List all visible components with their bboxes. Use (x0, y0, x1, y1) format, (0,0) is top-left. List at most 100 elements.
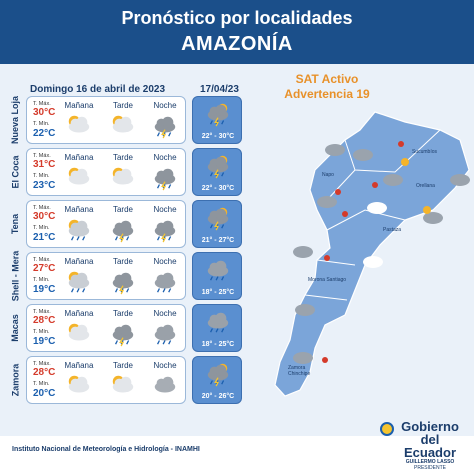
sun-cloud-icon (65, 165, 93, 191)
sun-cloud-icon (65, 373, 93, 399)
location-card: T. Máx. 27°C T. Mín. 19°C Mañana Tarde Noche (26, 252, 186, 300)
header-banner (0, 0, 474, 64)
storm-icon (109, 269, 137, 295)
map-sun-icon (423, 206, 431, 214)
max-label: T. Máx. (33, 257, 51, 263)
location-label: Shell - Mera (6, 250, 24, 302)
pin-icon (372, 182, 378, 188)
rain-icon (151, 321, 179, 347)
next-day-forecast: 21° - 27°C (192, 200, 242, 248)
temp-max: 31°C (33, 159, 56, 170)
map-cloud-icon (383, 174, 403, 186)
footer (0, 436, 474, 474)
location-label: El Coca (6, 148, 24, 196)
location-name: Zamora (10, 363, 21, 397)
column-header: Tarde (112, 101, 133, 110)
location-card: T. Máx. 31°C T. Mín. 23°C Mañana Tarde Noche (26, 148, 186, 196)
column-header: Mañana (64, 257, 94, 266)
map-label-morona-santiago: Morona Santiago (308, 277, 347, 283)
logo-line1: Gobierno (401, 419, 459, 434)
location-card: T. Máx. 28°C T. Mín. 19°C Mañana Tarde Noche (26, 304, 186, 352)
storm-icon (151, 113, 179, 139)
column-header: Noche (153, 101, 177, 110)
sat-status: SAT Activo (295, 72, 359, 86)
sun-cloud-icon (65, 113, 93, 139)
next-day-forecast: 22° - 30°C (192, 148, 242, 196)
temp-max: 27°C (33, 263, 56, 274)
location-label: Tena (6, 200, 24, 248)
storm-icon (109, 217, 137, 243)
logo-line4: PRESIDENTE (414, 465, 446, 471)
next-day-forecast: 18° - 25°C (192, 252, 242, 300)
sat-alert: SAT Activo Advertencia 19 (272, 72, 382, 102)
location-label: Macas (6, 304, 24, 352)
date-today: Domingo 16 de abril de 2023 (30, 84, 166, 95)
temp-min: 19°C (33, 284, 56, 295)
temp-min: 20°C (33, 388, 56, 399)
column-header: Mañana (64, 309, 94, 318)
storm-sun-icon (204, 361, 232, 387)
storm-icon (151, 165, 179, 191)
map-cloud-icon (423, 212, 443, 224)
location-name: Macas (10, 314, 20, 342)
location-card: T. Máx. 30°C T. Mín. 21°C Mañana Tarde Noche (26, 200, 186, 248)
next-day-forecast: 18° - 25°C (192, 304, 242, 352)
column-header: Noche (153, 205, 177, 214)
storm-icon (151, 217, 179, 243)
min-label: T. Mín. (33, 121, 50, 127)
cloud-icon (151, 373, 179, 399)
government-logo: Gobierno del Ecuador GUILLERMO LASSO PRE… (395, 420, 465, 471)
max-label: T. Máx. (33, 101, 51, 107)
map-sun-icon (401, 158, 409, 166)
map-shape (274, 111, 470, 397)
column-header: Tarde (112, 361, 133, 370)
max-label: T. Máx. (33, 153, 51, 159)
column-header: Noche (153, 361, 177, 370)
next-day-range: 21° - 27°C (201, 237, 235, 244)
location-name: Nueva Loja (10, 95, 21, 145)
temp-max: 30°C (33, 107, 56, 118)
min-label: T. Mín. (33, 225, 50, 231)
map-cloud-icon (317, 196, 337, 208)
pin-icon (342, 211, 348, 217)
max-label: T. Máx. (33, 309, 51, 315)
sun-cloud-icon (109, 113, 137, 139)
column-header: Mañana (64, 205, 94, 214)
logo-line2: del Ecuador (403, 432, 456, 460)
location-name: Tena (10, 213, 20, 235)
storm-sun-icon (204, 153, 232, 179)
storm-sun-icon (204, 101, 232, 127)
rain-sun-icon (65, 217, 93, 243)
location-name: Shell - Mera (10, 250, 21, 302)
min-label: T. Mín. (33, 381, 50, 387)
sat-warning: Advertencia 19 (284, 87, 370, 101)
map-cloud-icon (450, 174, 470, 186)
column-header: Noche (153, 153, 177, 162)
logo-line3: GUILLERMO LASSO (405, 459, 455, 465)
map-label-orellana: Orellana (416, 183, 435, 189)
location-card: T. Máx. 30°C T. Mín. 22°C Mañana Tarde Noche (26, 96, 186, 144)
sun-cloud-icon (109, 373, 137, 399)
sun-cloud-icon (65, 321, 93, 347)
temp-max: 30°C (33, 211, 56, 222)
next-day-forecast: 20° - 26°C (192, 356, 242, 404)
map-cloud-icon (353, 149, 373, 161)
next-day-range: 18° - 25°C (201, 341, 235, 348)
column-header: Noche (153, 309, 177, 318)
date-next: 17/04/23 (200, 84, 239, 95)
temp-min: 19°C (33, 336, 56, 347)
next-day-range: 22° - 30°C (201, 133, 235, 140)
pin-icon (335, 189, 341, 195)
temp-max: 28°C (33, 367, 56, 378)
temp-min: 21°C (33, 232, 56, 243)
region-title: AMAZONÍA (181, 33, 293, 55)
column-header: Noche (153, 257, 177, 266)
next-day-range: 18° - 25°C (201, 289, 235, 296)
column-header: Tarde (112, 309, 133, 318)
page-title: Pronóstico por localidades (121, 8, 353, 28)
min-label: T. Mín. (33, 173, 50, 179)
rain-icon (151, 269, 179, 295)
government-logo-icon (380, 422, 394, 436)
column-header: Mañana (64, 101, 94, 110)
column-header: Tarde (112, 205, 133, 214)
